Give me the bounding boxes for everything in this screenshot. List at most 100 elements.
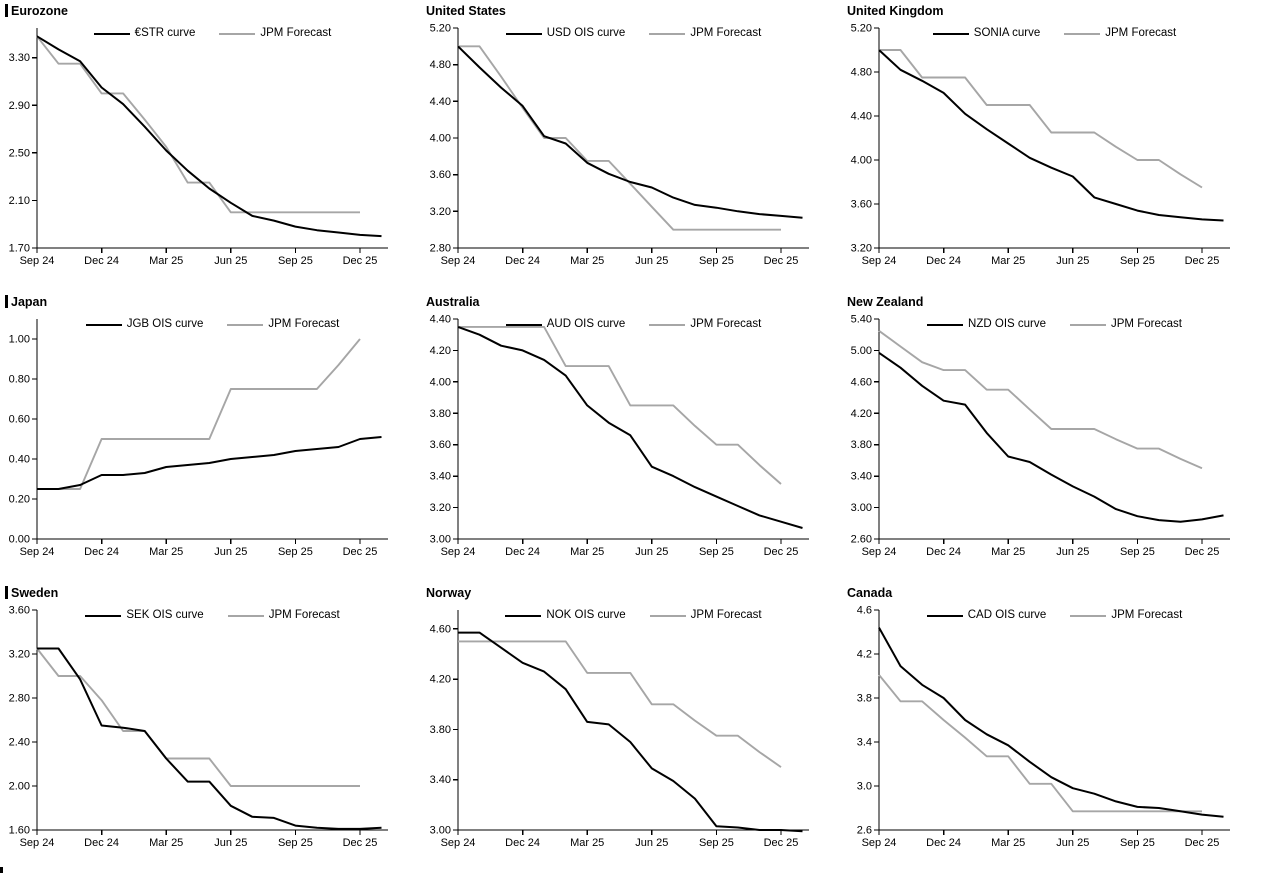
section-bar-partial — [0, 867, 3, 873]
section-bar — [5, 295, 8, 308]
x-tick-label: Dec 24 — [926, 837, 961, 849]
x-tick-label: Sep 25 — [1120, 546, 1155, 558]
x-tick-label: Sep 24 — [862, 546, 897, 558]
x-tick-label: Mar 25 — [991, 546, 1025, 558]
y-tick-label: 2.50 — [9, 147, 30, 159]
x-tick-label: Sep 25 — [1120, 837, 1155, 849]
series-line-curve — [37, 437, 382, 489]
y-tick-label: 4.00 — [851, 155, 872, 167]
chart-title-row: Eurozone — [0, 0, 421, 22]
x-tick-label: Sep 25 — [699, 837, 734, 849]
x-tick-label: Dec 24 — [926, 255, 961, 267]
y-tick-label: 3.60 — [851, 199, 872, 211]
x-tick-label: Sep 25 — [699, 255, 734, 267]
x-tick-label: Dec 24 — [926, 546, 961, 558]
y-tick-label: 4.2 — [857, 649, 872, 661]
y-tick-label: 3.8 — [857, 693, 872, 705]
chart-title-row: United States — [421, 0, 842, 22]
y-tick-label: 4.20 — [430, 345, 451, 357]
y-tick-label: 3.60 — [9, 605, 30, 617]
x-tick-label: Sep 24 — [20, 546, 55, 558]
y-tick-label: 3.40 — [430, 774, 451, 786]
series-line-forecast — [458, 641, 781, 767]
x-tick-label: Jun 25 — [635, 837, 668, 849]
x-tick-label: Sep 25 — [278, 837, 313, 849]
x-tick-label: Sep 25 — [278, 255, 313, 267]
y-tick-label: 2.80 — [430, 243, 451, 255]
series-line-forecast — [458, 327, 781, 484]
x-tick-label: Mar 25 — [570, 837, 604, 849]
chart-title: New Zealand — [847, 295, 923, 309]
y-tick-label: 4.60 — [430, 623, 451, 635]
y-tick-label: 2.90 — [9, 100, 30, 112]
x-tick-label: Dec 25 — [343, 546, 378, 558]
x-tick-label: Sep 24 — [441, 837, 476, 849]
y-tick-label: 4.40 — [430, 314, 451, 326]
y-tick-label: 3.20 — [851, 243, 872, 255]
x-tick-label: Mar 25 — [991, 255, 1025, 267]
chart-title: Canada — [847, 586, 892, 600]
y-tick-label: 1.70 — [9, 243, 30, 255]
x-tick-label: Mar 25 — [149, 546, 183, 558]
x-tick-label: Mar 25 — [570, 546, 604, 558]
series-line-forecast — [879, 331, 1202, 469]
x-tick-label: Dec 24 — [84, 546, 119, 558]
x-tick-label: Dec 24 — [84, 837, 119, 849]
chart-title-row: New Zealand — [842, 291, 1263, 313]
y-tick-label: 3.20 — [430, 502, 451, 514]
series-line-forecast — [879, 675, 1202, 811]
y-tick-label: 3.40 — [430, 471, 451, 483]
x-tick-label: Dec 25 — [343, 255, 378, 267]
x-tick-label: Jun 25 — [214, 837, 247, 849]
x-tick-label: Mar 25 — [570, 255, 604, 267]
y-tick-label: 3.00 — [430, 825, 451, 837]
x-tick-label: Sep 24 — [441, 255, 476, 267]
x-tick-label: Sep 24 — [20, 255, 55, 267]
x-tick-label: Jun 25 — [1056, 546, 1089, 558]
y-tick-label: 3.80 — [430, 408, 451, 420]
y-tick-label: 0.20 — [9, 494, 30, 506]
y-tick-label: 5.20 — [430, 23, 451, 35]
y-tick-label: 3.0 — [857, 781, 872, 793]
x-tick-label: Dec 24 — [505, 255, 540, 267]
x-tick-label: Dec 24 — [505, 546, 540, 558]
x-tick-label: Dec 24 — [84, 255, 119, 267]
y-tick-label: 4.00 — [430, 133, 451, 145]
series-line-curve — [37, 649, 382, 829]
x-tick-label: Dec 25 — [764, 255, 799, 267]
y-tick-label: 4.80 — [851, 67, 872, 79]
section-bar — [5, 4, 8, 17]
y-tick-label: 3.30 — [9, 52, 30, 64]
y-tick-label: 5.40 — [851, 314, 872, 326]
series-line-curve — [37, 36, 382, 236]
y-tick-label: 1.00 — [9, 334, 30, 346]
x-tick-label: Jun 25 — [635, 255, 668, 267]
y-tick-label: 0.00 — [9, 534, 30, 546]
y-tick-label: 4.20 — [430, 674, 451, 686]
chart-title: United States — [426, 4, 506, 18]
chart-title: Australia — [426, 295, 480, 309]
chart-title: Norway — [426, 586, 471, 600]
chart-cell-new-zealand: New Zealand NZD OIS curve JPM Forecast 2… — [842, 291, 1263, 582]
series-line-forecast — [37, 339, 360, 489]
x-tick-label: Dec 24 — [505, 837, 540, 849]
x-tick-label: Jun 25 — [1056, 837, 1089, 849]
chart-title-row: Japan — [0, 291, 421, 313]
chart-title-row: Norway — [421, 582, 842, 604]
y-tick-label: 2.10 — [9, 195, 30, 207]
series-line-forecast — [37, 649, 360, 787]
chart-cell-united-states: United States USD OIS curve JPM Forecast… — [421, 0, 842, 291]
series-line-forecast — [458, 46, 781, 229]
y-tick-label: 3.4 — [857, 737, 872, 749]
y-tick-label: 3.00 — [430, 534, 451, 546]
y-tick-label: 4.6 — [857, 605, 872, 617]
